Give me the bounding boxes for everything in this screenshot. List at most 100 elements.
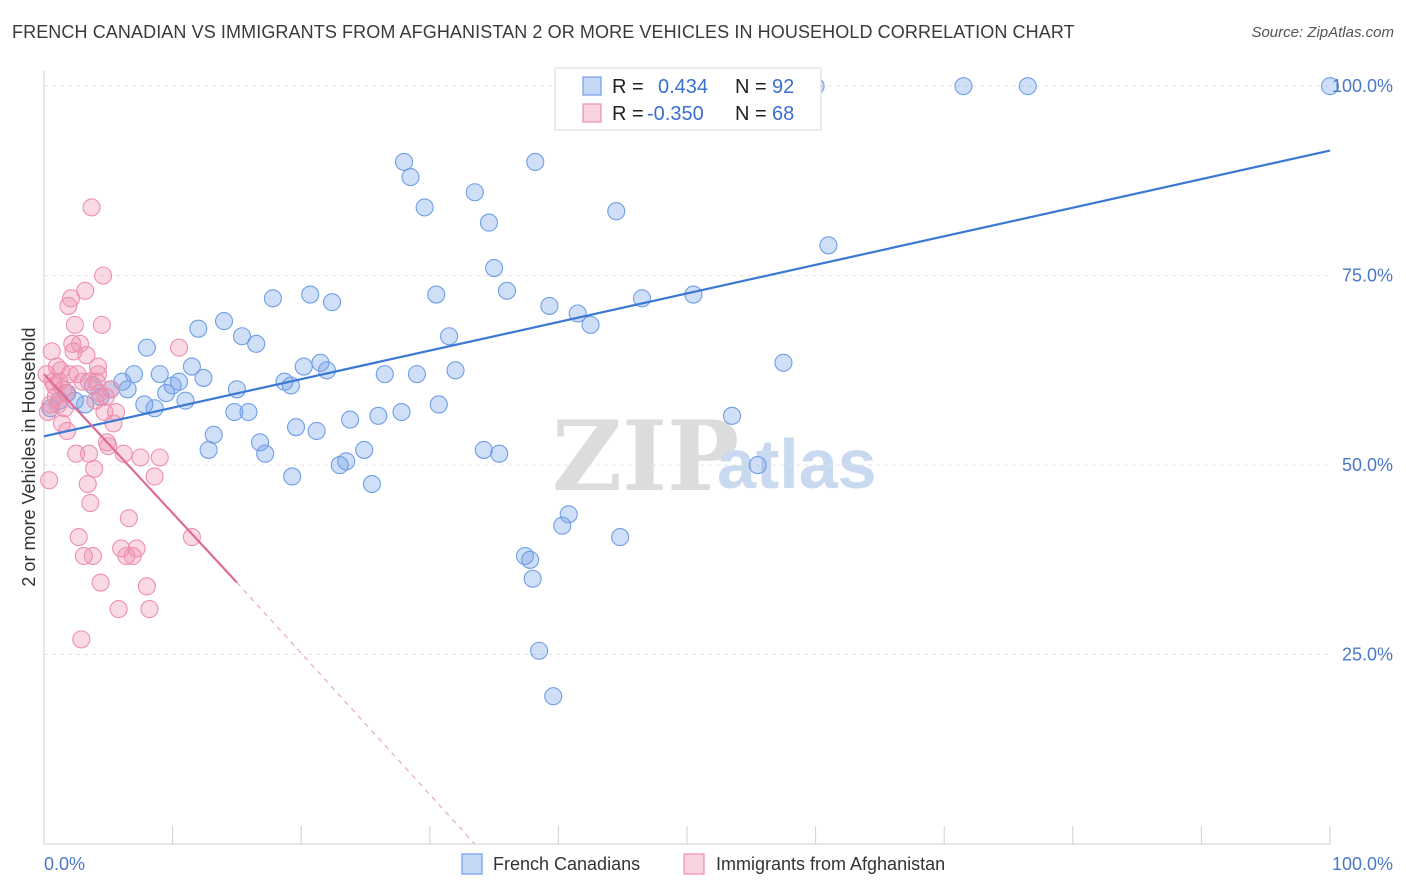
legend-label-french-canadians: French Canadians [493,854,640,874]
point-afghanistan [65,315,84,334]
point-afghanistan [119,509,138,528]
point-afghanistan [88,365,108,384]
point-french-canadian [247,334,266,353]
point-afghanistan [78,474,97,494]
trend-lines [43,149,1331,845]
point-french-canadian [722,406,742,425]
point-afghanistan [127,539,146,558]
point-afghanistan [145,467,164,486]
chart-title: FRENCH CANADIAN VS IMMIGRANTS FROM AFGHA… [12,22,1075,42]
point-french-canadian [523,569,542,588]
trend-line-afghanistan [43,373,238,584]
y-tick-label: 50.0% [1342,455,1393,475]
point-french-canadian [392,402,411,422]
point-french-canadian [1018,77,1037,96]
point-french-canadian [748,456,767,475]
stats-r-value-pink: -0.350 [647,103,704,125]
point-afghanistan [117,546,136,566]
point-french-canadian [362,474,381,494]
point-afghanistan [70,334,90,353]
point-french-canadian [544,687,563,706]
point-afghanistan [40,471,59,490]
tick-labels: 25.0% 50.0% 75.0% 100.0% 0.0% 100.0% [44,76,1393,874]
point-french-canadian [323,293,342,312]
point-french-canadian [76,395,95,414]
point-afghanistan [169,338,189,357]
point-afghanistan [81,493,100,513]
point-french-canadian [301,285,320,304]
source-note: Source: ZipAtlas.com [1251,24,1394,41]
series-legend: French Canadians Immigrants from Afghani… [461,853,945,875]
point-afghanistan [150,448,169,467]
y-tick-label: 25.0% [1342,645,1393,665]
point-afghanistan [94,266,113,285]
point-french-canadian [232,327,252,346]
point-french-canadian [553,516,572,535]
point-french-canadian [204,425,223,444]
point-french-canadian [256,444,275,463]
point-french-canadian [283,467,302,486]
point-french-canadian [954,77,973,96]
point-afghanistan [87,372,106,391]
series-afghanistan [37,198,201,649]
point-french-canadian [199,440,218,459]
data-points [37,77,1340,706]
point-afghanistan [63,334,82,353]
point-french-canadian [189,319,208,338]
point-afghanistan [82,198,101,217]
watermark-atlas: atlas [717,425,877,503]
axes [43,71,1331,845]
trend-line-afghanistan-extension [236,582,476,845]
point-afghanistan [79,444,99,463]
point-french-canadian [194,368,213,387]
point-french-canadian [401,168,420,187]
point-afghanistan [101,380,120,399]
point-french-canadian [479,213,499,232]
point-afghanistan [61,289,81,308]
point-french-canadian [581,315,600,334]
point-french-canadian [521,550,540,569]
legend-swatch-afghanistan [683,853,705,875]
legend-swatch-french-canadians [461,853,483,875]
point-french-canadian [684,285,703,304]
point-french-canadian [415,198,434,217]
point-afghanistan [67,444,86,463]
point-afghanistan [99,437,118,456]
point-french-canadian [355,440,374,459]
point-afghanistan [92,315,111,334]
point-french-canadian [485,258,504,278]
point-french-canadian [446,361,465,380]
point-french-canadian [530,641,549,660]
point-french-canadian [124,365,144,384]
point-french-canadian [214,312,234,331]
stats-r-value-blue: 0.434 [658,76,708,98]
point-afghanistan [77,346,96,365]
point-french-canadian [497,281,517,300]
point-afghanistan [85,459,104,478]
stats-legend: R = 0.434 N = 92 R = -0.350 N = 68 [554,67,822,131]
point-afghanistan [73,372,92,391]
point-french-canadian [307,421,326,441]
point-french-canadian [1320,77,1340,96]
point-afghanistan [56,384,75,403]
stats-swatch-blue [582,76,602,96]
point-french-canadian [490,444,509,463]
point-afghanistan [137,577,156,596]
point-afghanistan [69,528,88,547]
trend-line-french-canadians [43,149,1331,438]
stats-n-label-pink: N = [735,103,767,125]
point-french-canadian [341,410,360,429]
watermark-zip: ZIP [552,400,739,513]
point-afghanistan [55,399,74,418]
point-french-canadian [239,402,258,422]
point-french-canadian [311,353,330,372]
point-french-canadian [337,452,356,471]
point-french-canadian [118,380,137,399]
point-french-canadian [182,357,201,376]
point-afghanistan [42,342,61,361]
point-afghanistan [88,357,108,376]
point-french-canadian [407,365,426,384]
point-french-canadian [395,152,414,171]
x-tick-label: 0.0% [44,854,85,874]
